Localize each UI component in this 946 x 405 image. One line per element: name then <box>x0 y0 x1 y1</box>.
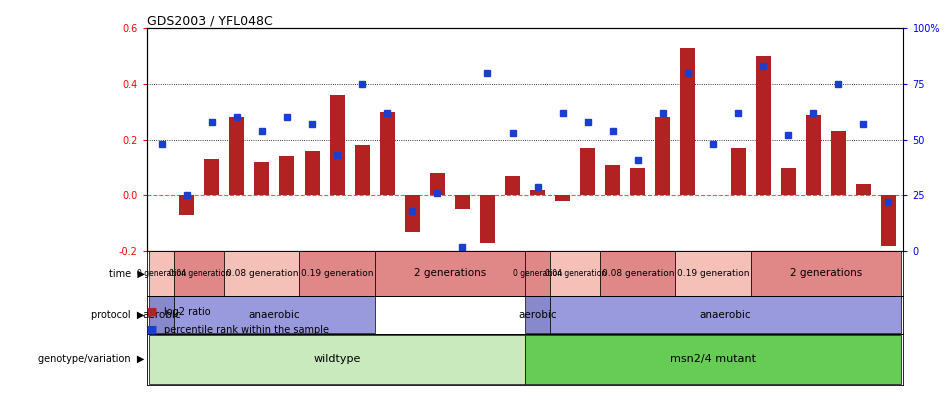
Bar <box>555 196 570 201</box>
Bar <box>149 335 525 384</box>
Text: log2 ratio: log2 ratio <box>164 307 210 317</box>
Bar <box>831 131 846 196</box>
Bar <box>305 151 320 196</box>
Bar <box>480 196 495 243</box>
Text: 0.19 generation: 0.19 generation <box>301 269 374 278</box>
Bar <box>630 168 645 196</box>
Text: protocol  ▶: protocol ▶ <box>92 310 145 320</box>
Text: msn2/4 mutant: msn2/4 mutant <box>670 354 756 364</box>
Bar <box>279 156 294 196</box>
Bar <box>224 251 300 296</box>
Bar <box>550 251 600 296</box>
Bar <box>174 296 375 333</box>
Text: GDS2003 / YFL048C: GDS2003 / YFL048C <box>147 14 272 27</box>
Text: wildtype: wildtype <box>313 354 360 364</box>
Bar <box>881 196 896 245</box>
Bar <box>856 184 871 196</box>
Text: ■: ■ <box>147 307 157 317</box>
Bar <box>525 335 901 384</box>
Text: anaerobic: anaerobic <box>249 310 300 320</box>
Bar <box>780 168 796 196</box>
Bar <box>355 145 370 196</box>
Text: 2 generations: 2 generations <box>413 269 486 278</box>
Bar <box>656 117 671 196</box>
Text: 0.04 generation: 0.04 generation <box>168 269 230 278</box>
Bar <box>179 196 194 215</box>
Text: percentile rank within the sample: percentile rank within the sample <box>164 325 328 335</box>
Text: time  ▶: time ▶ <box>109 269 145 278</box>
Bar <box>605 165 621 196</box>
Bar <box>505 176 520 196</box>
Bar <box>550 296 901 333</box>
Bar <box>580 148 595 196</box>
Bar <box>149 296 174 333</box>
Bar <box>455 196 470 209</box>
Bar <box>149 251 174 296</box>
Bar <box>329 95 344 196</box>
Bar <box>756 56 771 196</box>
Bar <box>174 251 224 296</box>
Bar <box>229 117 244 196</box>
Bar <box>750 251 901 296</box>
Bar <box>675 251 750 296</box>
Bar <box>300 251 375 296</box>
Text: 0.08 generation: 0.08 generation <box>226 269 298 278</box>
Bar <box>379 112 394 196</box>
Bar <box>375 251 525 296</box>
Text: 2 generations: 2 generations <box>790 269 862 278</box>
Text: 0 generation: 0 generation <box>137 269 186 278</box>
Text: 0.04 generation: 0.04 generation <box>545 269 605 278</box>
Bar <box>806 115 821 196</box>
Text: aerobic: aerobic <box>518 310 557 320</box>
Text: genotype/variation  ▶: genotype/variation ▶ <box>39 354 145 364</box>
Text: 0 generation: 0 generation <box>513 269 562 278</box>
Text: aerobic: aerobic <box>142 310 181 320</box>
Text: 0.08 generation: 0.08 generation <box>602 269 674 278</box>
Text: ■: ■ <box>147 325 157 335</box>
Bar <box>600 251 675 296</box>
Bar <box>530 190 545 196</box>
Bar <box>254 162 270 196</box>
Bar <box>680 48 695 196</box>
Text: 0.19 generation: 0.19 generation <box>676 269 749 278</box>
Bar <box>429 173 445 196</box>
Text: anaerobic: anaerobic <box>700 310 751 320</box>
Bar <box>525 251 550 296</box>
Bar <box>405 196 420 232</box>
Bar <box>525 296 550 333</box>
Bar <box>204 159 219 196</box>
Bar <box>730 148 745 196</box>
